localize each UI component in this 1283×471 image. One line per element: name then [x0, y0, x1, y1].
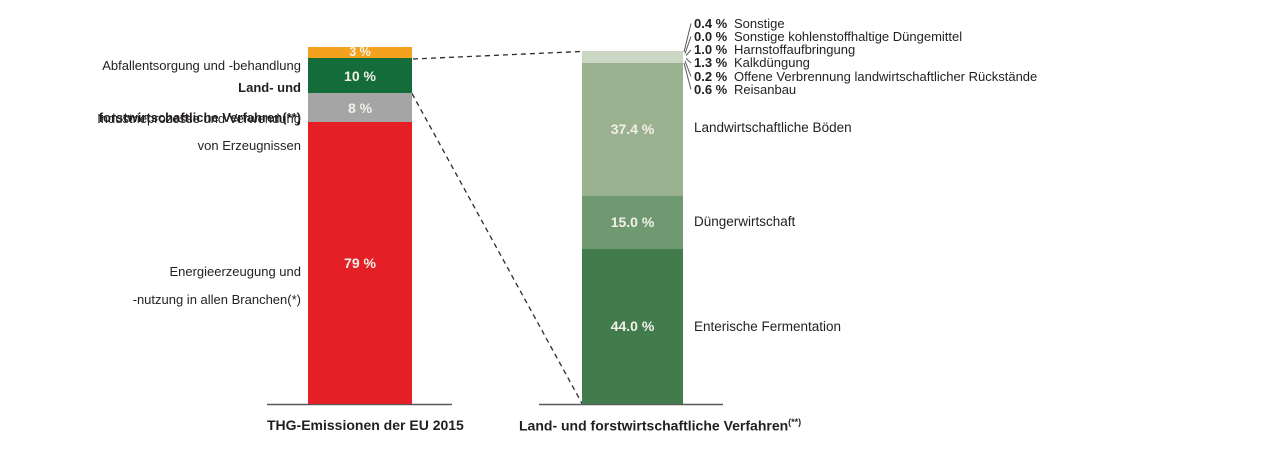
- category-label-energieerzeugung: Energieerzeugung und -nutzung in allen B…: [0, 251, 301, 321]
- dashed-connector-bottom: [411, 93, 583, 404]
- bar-segment-enterische-fermentation: 44.0 %: [582, 248, 683, 404]
- mini-legend-pct: 1.0 %: [694, 42, 728, 57]
- category-label-line: -nutzung in allen Branchen(*): [132, 292, 301, 307]
- mini-legend-pct: 0.0 %: [694, 29, 728, 44]
- mini-legend-row-harnstoffaufbringung: 1.0 % Harnstoffaufbringung: [694, 43, 855, 57]
- segment-value-label: 3 %: [349, 45, 371, 60]
- segment-value-label: 15.0 %: [610, 214, 655, 230]
- category-label-line: forstwirtschaftliche Verfahren(**): [98, 110, 301, 125]
- right-axis-title-footnote: (**): [788, 417, 802, 427]
- mini-legend-pct: 0.2 %: [694, 69, 728, 84]
- mini-legend-row-duengemittel: 0.0 % Sonstige kohlenstoffhaltige Düngem…: [694, 30, 962, 44]
- bar-segment-duengerwirtschaft: 15.0 %: [582, 195, 683, 249]
- mini-legend-row-reisanbau: 0.6 % Reisanbau: [694, 83, 796, 97]
- category-label-line: Industrieprozesse und Verwendung: [97, 110, 301, 126]
- category-label-abfallentsorgung: Abfallentsorgung und -behandlung: [0, 45, 301, 87]
- leader-line-6: [683, 62, 692, 90]
- side-label-landwirtschaftliche-boeden: Landwirtschaftliche Böden: [694, 120, 852, 135]
- right-axis-title-text: Land- und forstwirtschaftliche Verfahren: [519, 417, 789, 434]
- leader-line-5: [684, 60, 692, 77]
- leader-line-1: [683, 23, 692, 53]
- bar-segment-landwirtschaftliche-boeden: 37.4 %: [582, 63, 683, 196]
- mini-legend-label: Kalkdüngung: [734, 55, 810, 70]
- mini-legend-row-offene-verbrennung: 0.2 % Offene Verbrennung landwirtschaftl…: [694, 70, 1037, 84]
- left-stacked-bar: 3 % 10 % 8 % 79 %: [308, 45, 412, 404]
- mini-legend-row-kalkduengung: 1.3 % Kalkdüngung: [694, 56, 810, 70]
- mini-legend-label: Sonstige: [734, 16, 785, 31]
- segment-value-label: 8 %: [347, 99, 373, 116]
- side-label-enterische-fermentation: Enterische Fermentation: [694, 319, 842, 334]
- bar-segment-abfallentsorgung: 3 %: [308, 45, 412, 60]
- dashed-connector-top: [412, 50, 582, 60]
- left-axis-title: THG-Emissionen der EU 2015: [267, 417, 464, 433]
- mini-legend-pct: 1.3 %: [694, 55, 728, 70]
- mini-legend-label: Sonstige kohlenstoffhaltige Düngemittel: [734, 29, 963, 44]
- right-axis-title: Land- und forstwirtschaftliche Verfahren…: [519, 417, 801, 434]
- bar-segment-energieerzeugung: 79 %: [308, 121, 412, 404]
- leader-line-4: [685, 58, 692, 64]
- category-label-line: Land- und: [238, 80, 301, 95]
- category-label-line: Energieerzeugung und: [169, 264, 301, 279]
- segment-value-label: 44.0 %: [610, 318, 655, 335]
- mini-legend-pct: 0.6 %: [694, 82, 728, 97]
- category-label-line: Abfallentsorgung und -behandlung: [102, 58, 301, 73]
- bar-segment-industrieprozesse: 8 %: [308, 93, 412, 122]
- category-label-line: von Erzeugnissen: [197, 137, 301, 153]
- segment-value-label: 79 %: [344, 254, 376, 271]
- bar-segment-land-forstwirtschaft: 10 %: [308, 57, 412, 94]
- mini-legend-row-sonstige: 0.4 % Sonstige: [694, 17, 785, 31]
- right-stacked-bar: 37.4 % 15.0 % 44.0 %: [582, 51, 683, 404]
- mini-legend-label: Reisanbau: [734, 82, 797, 97]
- segment-value-label: 37.4 %: [610, 121, 655, 138]
- side-label-duengerwirtschaft: Düngerwirtschaft: [694, 214, 796, 229]
- mini-legend-pct: 0.4 %: [694, 16, 728, 31]
- category-label-industrieprozesse: Industrieprozesse und Verwendung von Erz…: [0, 98, 301, 166]
- bar-segment-kleinsegmente: [582, 51, 683, 64]
- mini-legend-label: Offene Verbrennung landwirtschaftlicher …: [734, 69, 1038, 84]
- category-label-land-forstwirtschaft: Land- und forstwirtschaftliche Verfahren…: [0, 65, 301, 140]
- leader-line-3: [685, 49, 692, 56]
- mini-legend-label: Harnstoffaufbringung: [734, 42, 856, 57]
- leader-line-2: [684, 36, 692, 54]
- segment-value-label: 10 %: [344, 67, 376, 84]
